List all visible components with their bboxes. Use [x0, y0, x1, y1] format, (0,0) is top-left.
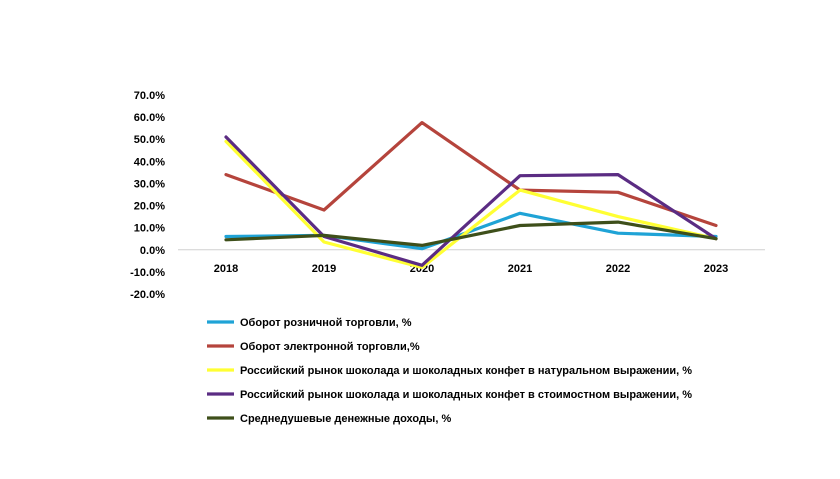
y-tick-label: 30.0%: [134, 178, 165, 190]
legend-label: Российский рынок шоколада и шоколадных к…: [240, 389, 692, 401]
y-tick-label: 0.0%: [140, 245, 165, 257]
y-tick-label: -20.0%: [130, 289, 165, 301]
y-tick-label: 20.0%: [134, 201, 165, 213]
x-tick-label: 2023: [704, 263, 728, 275]
y-tick-label: -10.0%: [130, 267, 165, 279]
legend-item: Российский рынок шоколада и шоколадных к…: [207, 389, 692, 401]
series-line-2: [224, 120, 718, 228]
y-tick-label: 60.0%: [134, 112, 165, 124]
legend-label: Оборот электронной торговли,%: [240, 341, 420, 353]
legend-label: Среднедушевые денежные доходы, %: [240, 413, 451, 425]
y-tick-label: 10.0%: [134, 223, 165, 235]
x-axis-ticks: 2018 2019 2020 2021 2022 2023: [214, 263, 728, 275]
y-tick-label: 40.0%: [134, 156, 165, 168]
legend-label: Оборот розничной торговли, %: [240, 317, 412, 329]
series-lines: [224, 120, 718, 270]
series-line-3: [224, 139, 718, 270]
y-axis-ticks: 70.0% 60.0% 50.0% 40.0% 30.0% 20.0% 10.0% 0.0% -…: [130, 90, 165, 301]
x-tick-label: 2022: [606, 263, 630, 275]
y-tick-label: 70.0%: [134, 90, 165, 102]
legend-item: Оборот розничной торговли, %: [207, 317, 412, 329]
x-tick-label: 2019: [312, 263, 336, 275]
y-tick-label: 50.0%: [134, 134, 165, 146]
legend-item: Оборот электронной торговли,%: [207, 341, 420, 353]
legend-item: Среднедушевые денежные доходы, %: [207, 413, 451, 425]
x-tick-label: 2021: [508, 263, 532, 275]
x-tick-label: 2018: [214, 263, 238, 275]
legend-label: Российский рынок шоколада и шоколадных к…: [240, 365, 692, 377]
series-line-5: [224, 220, 718, 247]
legend-item: Российский рынок шоколада и шоколадных к…: [207, 365, 692, 377]
legend: Оборот розничной торговли, % Оборот элект…: [207, 317, 692, 425]
series-line-4: [224, 135, 718, 267]
